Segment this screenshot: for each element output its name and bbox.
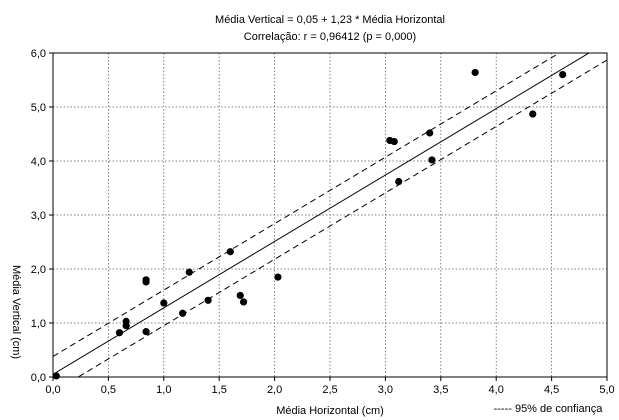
y-tick-label-3: 3,0 <box>31 210 46 222</box>
x-axis-label: Média Horizontal (cm) <box>276 405 384 417</box>
data-point-16 <box>390 137 398 146</box>
data-point-10 <box>204 296 212 304</box>
y-axis-label: Média Vertical (cm) <box>10 265 22 359</box>
data-point-14 <box>274 273 282 281</box>
y-tick-label-5: 5,0 <box>31 102 46 114</box>
regression-line-group <box>53 53 590 375</box>
data-point-19 <box>428 156 436 164</box>
data-point-9 <box>185 268 193 276</box>
x-tick-label-2: 1,0 <box>156 384 171 396</box>
x-tick-label-4: 2,0 <box>267 384 282 396</box>
x-tick-label-10: 5,0 <box>599 384 614 396</box>
regression-line <box>53 53 590 375</box>
chart-subtitle: Correlação: r = 0,96412 (p = 0,000) <box>244 31 416 43</box>
chart-title: Média Vertical = 0,05 + 1,23 * Média Hor… <box>215 14 445 26</box>
x-tick-label-5: 2,5 <box>322 384 337 396</box>
data-point-12 <box>236 291 244 300</box>
data-point-21 <box>529 110 537 118</box>
y-axis-ticks: 0,0 1,0 2,0 3,0 4,0 5,0 6,0 <box>31 48 53 384</box>
y-tick-label-0: 0,0 <box>31 372 46 384</box>
data-point-17 <box>395 177 403 186</box>
data-point-0 <box>52 372 60 380</box>
x-tick-label-9: 4,5 <box>544 384 559 396</box>
y-tick-label-4: 4,0 <box>31 156 46 168</box>
x-tick-label-3: 1,5 <box>212 384 227 396</box>
y-tick-label-2: 2,0 <box>31 264 46 276</box>
data-point-6 <box>142 276 150 284</box>
data-point-13 <box>239 298 248 306</box>
legend-confidence: ----- 95% de confiança <box>494 403 604 415</box>
x-tick-label-6: 3,0 <box>378 384 393 396</box>
x-tick-label-8: 4,0 <box>489 384 504 396</box>
data-point-22 <box>559 71 567 79</box>
confidence-line-upper <box>53 53 561 357</box>
data-point-18 <box>426 129 434 137</box>
data-point-4 <box>142 328 150 336</box>
confidence-band <box>53 53 607 377</box>
y-tick-label-6: 6,0 <box>31 48 46 60</box>
y-tick-label-1: 1,0 <box>31 318 46 330</box>
grid-lines <box>53 53 607 377</box>
data-point-1 <box>115 329 124 337</box>
confidence-line-lower <box>77 59 607 377</box>
data-point-7 <box>160 299 168 307</box>
data-points <box>52 68 567 380</box>
x-tick-label-7: 3,5 <box>433 384 448 396</box>
x-tick-label-0: 0,0 <box>45 384 60 396</box>
x-tick-label-1: 0,5 <box>101 384 116 396</box>
data-point-11 <box>226 248 234 256</box>
x-axis-ticks: 0,0 0,5 1,0 1,5 2,0 2,5 3,0 3,5 4,0 4,5 5,0 <box>45 377 615 396</box>
data-point-20 <box>471 68 479 77</box>
data-point-8 <box>179 309 187 317</box>
data-point-3 <box>122 317 130 325</box>
